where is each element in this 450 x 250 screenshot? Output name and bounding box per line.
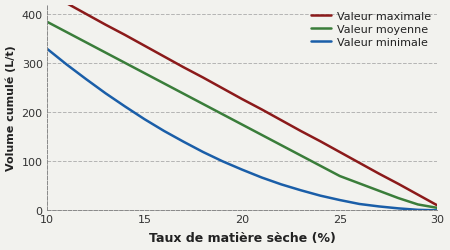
- Valeur maximale: [64, 2, 69, 6]
- Line: Valeur moyenne: Valeur moyenne: [47, 22, 437, 208]
- Legend: Valeur maximale, Valeur moyenne, Valeur minimale: Valeur maximale, Valeur moyenne, Valeur …: [308, 9, 434, 51]
- Valeur moyenne: [181, 93, 186, 96]
- Valeur moyenne: [142, 72, 147, 75]
- Valeur minimale: [162, 130, 167, 133]
- Valeur minimale: [44, 48, 50, 51]
- Valeur moyenne: [396, 197, 401, 200]
- Valeur moyenne: [435, 206, 440, 210]
- Valeur moyenne: [259, 134, 265, 137]
- Valeur moyenne: [103, 52, 108, 55]
- Valeur moyenne: [200, 103, 206, 106]
- Valeur minimale: [318, 194, 323, 197]
- Valeur maximale: [200, 77, 206, 80]
- Valeur minimale: [122, 106, 128, 108]
- Y-axis label: Volume cumulé (L/t): Volume cumulé (L/t): [5, 46, 16, 171]
- Valeur minimale: [337, 199, 342, 202]
- Valeur moyenne: [239, 124, 245, 126]
- Valeur moyenne: [83, 42, 89, 44]
- Valeur maximale: [103, 24, 108, 27]
- Valeur maximale: [415, 194, 421, 196]
- Valeur maximale: [122, 34, 128, 37]
- Valeur minimale: [142, 118, 147, 121]
- Valeur moyenne: [162, 82, 167, 86]
- Valeur moyenne: [376, 190, 382, 192]
- Valeur moyenne: [415, 203, 421, 206]
- Valeur moyenne: [279, 144, 284, 147]
- Valeur moyenne: [64, 31, 69, 34]
- Valeur minimale: [376, 205, 382, 208]
- Valeur maximale: [337, 151, 342, 154]
- Valeur minimale: [103, 92, 108, 95]
- Valeur maximale: [83, 13, 89, 16]
- Valeur maximale: [239, 98, 245, 101]
- Valeur moyenne: [337, 175, 342, 178]
- Valeur minimale: [259, 176, 265, 179]
- Valeur minimale: [435, 209, 440, 212]
- Valeur moyenne: [318, 164, 323, 168]
- Valeur moyenne: [357, 182, 362, 185]
- Valeur minimale: [298, 189, 303, 192]
- Valeur moyenne: [44, 21, 50, 24]
- Valeur maximale: [259, 108, 265, 112]
- Line: Valeur maximale: Valeur maximale: [47, 0, 437, 206]
- X-axis label: Taux de matière sèche (%): Taux de matière sèche (%): [149, 232, 336, 244]
- Valeur minimale: [415, 208, 421, 212]
- Valeur moyenne: [298, 154, 303, 157]
- Valeur minimale: [239, 168, 245, 172]
- Line: Valeur minimale: Valeur minimale: [47, 50, 437, 210]
- Valeur maximale: [142, 45, 147, 48]
- Valeur minimale: [396, 207, 401, 210]
- Valeur maximale: [396, 183, 401, 186]
- Valeur maximale: [318, 140, 323, 143]
- Valeur maximale: [376, 172, 382, 176]
- Valeur moyenne: [122, 62, 128, 65]
- Valeur minimale: [64, 64, 69, 66]
- Valeur maximale: [357, 162, 362, 165]
- Valeur maximale: [162, 56, 167, 59]
- Valeur minimale: [357, 203, 362, 206]
- Valeur minimale: [279, 183, 284, 186]
- Valeur minimale: [200, 151, 206, 154]
- Valeur minimale: [83, 78, 89, 81]
- Valeur maximale: [181, 66, 186, 70]
- Valeur maximale: [435, 204, 440, 207]
- Valeur maximale: [220, 88, 225, 90]
- Valeur moyenne: [220, 113, 225, 116]
- Valeur maximale: [298, 130, 303, 133]
- Valeur minimale: [220, 160, 225, 163]
- Valeur minimale: [181, 141, 186, 144]
- Valeur maximale: [279, 119, 284, 122]
